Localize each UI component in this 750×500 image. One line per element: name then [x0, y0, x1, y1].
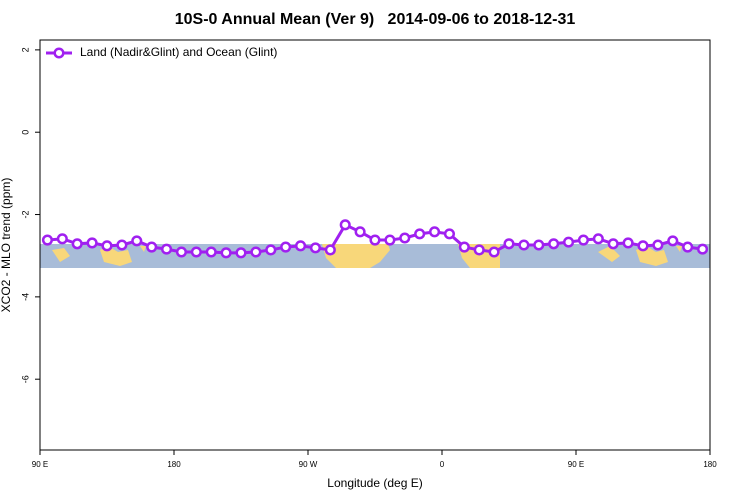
x-tick-label: 90 E [568, 460, 584, 469]
point [309, 242, 321, 254]
point [161, 243, 173, 255]
point [533, 239, 545, 251]
point [518, 239, 530, 251]
point [41, 234, 53, 246]
point [131, 235, 143, 247]
point [86, 237, 98, 249]
point [280, 241, 292, 253]
land [322, 244, 390, 268]
point [220, 247, 232, 259]
point [443, 228, 455, 240]
y-tick-label: 2 [20, 47, 30, 52]
point [71, 238, 83, 250]
point [697, 243, 709, 255]
point [399, 232, 411, 244]
point [101, 240, 113, 252]
point [652, 239, 664, 251]
point [146, 241, 158, 253]
point [667, 235, 679, 247]
point [607, 238, 619, 250]
x-tick-label: 180 [167, 460, 181, 469]
point [682, 241, 694, 253]
legend-label: Land (Nadir&Glint) and Ocean (Glint) [80, 45, 277, 59]
y-tick-label: -2 [20, 211, 30, 219]
point [250, 246, 262, 258]
point [458, 241, 470, 253]
point [548, 238, 560, 250]
point [205, 246, 217, 258]
point [175, 246, 187, 258]
y-tick-label: 0 [20, 130, 30, 135]
legend-marker [53, 47, 65, 59]
point [414, 228, 426, 240]
x-tick-label: 180 [703, 460, 717, 469]
x-tick-label: 90 W [299, 460, 318, 469]
point [384, 234, 396, 246]
chart-title: 10S-0 Annual Mean (Ver 9) 2014-09-06 to … [175, 11, 576, 28]
point [339, 219, 351, 231]
y-tick-label: -4 [20, 293, 30, 301]
point [354, 226, 366, 238]
point [295, 240, 307, 252]
point [592, 233, 604, 245]
plot-frame [39, 39, 711, 451]
point [488, 246, 500, 258]
point [369, 234, 381, 246]
x-axis-label: Longitude (deg E) [327, 476, 422, 490]
y-axis-label: XCO2 - MLO trend (ppm) [0, 178, 13, 313]
point [473, 244, 485, 256]
point [429, 226, 441, 238]
point [235, 247, 247, 259]
point [563, 236, 575, 248]
x-tick-label: 90 E [32, 460, 48, 469]
land [52, 246, 146, 266]
land [598, 246, 682, 266]
point [324, 244, 336, 256]
point [265, 244, 277, 256]
y-tick-label: -6 [20, 375, 30, 383]
point [637, 240, 649, 252]
x-tick-label: 0 [440, 460, 445, 469]
point [503, 238, 515, 250]
point [577, 234, 589, 246]
point [116, 239, 128, 251]
point [56, 233, 68, 245]
point [190, 246, 202, 258]
point [622, 237, 634, 249]
